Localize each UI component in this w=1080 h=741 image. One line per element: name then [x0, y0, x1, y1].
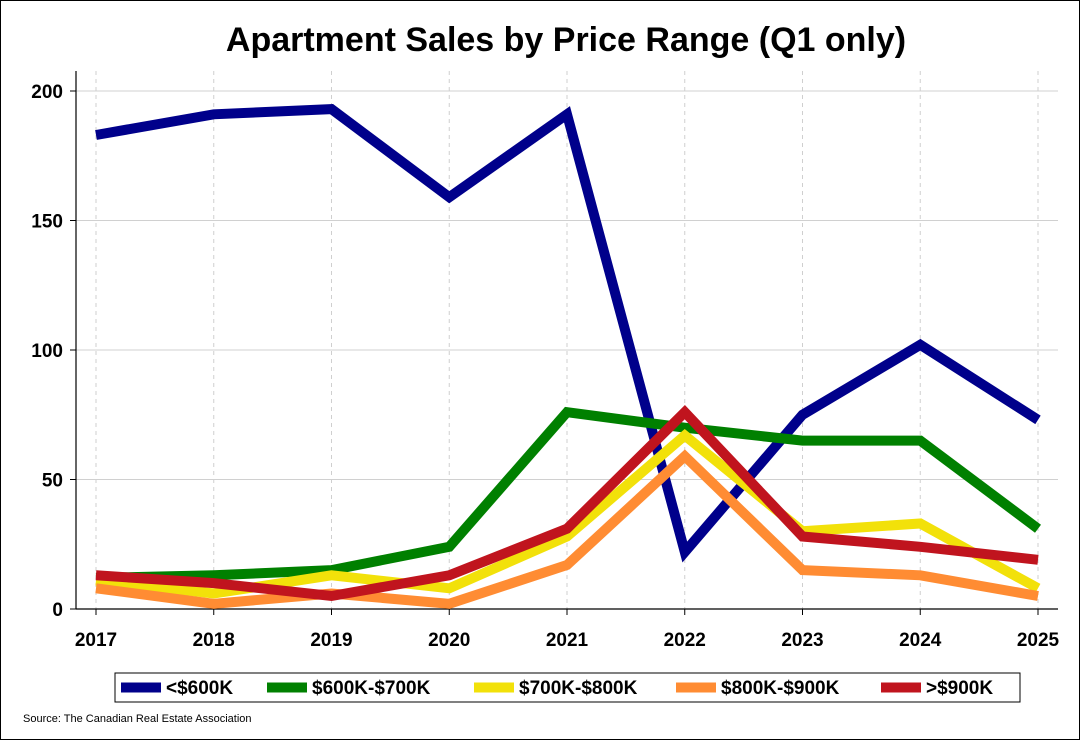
series-line-1 [95, 406, 1041, 583]
x-tick-label: 2023 [781, 630, 823, 651]
legend-label-3: $800K-$900K [721, 678, 840, 699]
y-tick-label: 100 [31, 341, 63, 362]
x-tick-label: 2019 [310, 630, 352, 651]
legend-box [114, 672, 1021, 703]
x-tick-label: 2025 [1017, 630, 1060, 651]
legend-label-1: $600K-$700K [312, 678, 431, 699]
x-tick-label: 2024 [899, 630, 942, 651]
series-line-3 [95, 449, 1039, 609]
chart-title: Apartment Sales by Price Range (Q1 only) [226, 21, 906, 59]
source-note: Source: The Canadian Real Estate Associa… [23, 713, 252, 725]
x-tick-label: 2021 [546, 630, 589, 651]
legend-label-2: $700K-$800K [519, 678, 638, 699]
x-tick-label: 2022 [664, 630, 706, 651]
x-tick-label: 2020 [428, 630, 470, 651]
series-lines [95, 104, 1041, 609]
grid [76, 71, 1058, 609]
x-tick-label: 2017 [75, 630, 117, 651]
legend-label-4: >$900K [926, 678, 993, 699]
y-tick-label: 0 [52, 600, 63, 621]
series-line-0 [95, 104, 1041, 563]
y-tick-label: 200 [31, 82, 63, 103]
series-line-4 [95, 405, 1039, 602]
legend-label-0: <$600K [166, 678, 233, 699]
y-tick-label: 150 [31, 212, 63, 233]
y-tick-label: 50 [42, 471, 63, 492]
axes: 0 50 100 150 200 2017 2018 2019 2020 2021 2022 2023… [31, 71, 1060, 651]
legend: <$600K $600K-$700K $700K-$800K $800K-$900K >… [114, 672, 1021, 703]
x-tick-label: 2018 [193, 630, 235, 651]
